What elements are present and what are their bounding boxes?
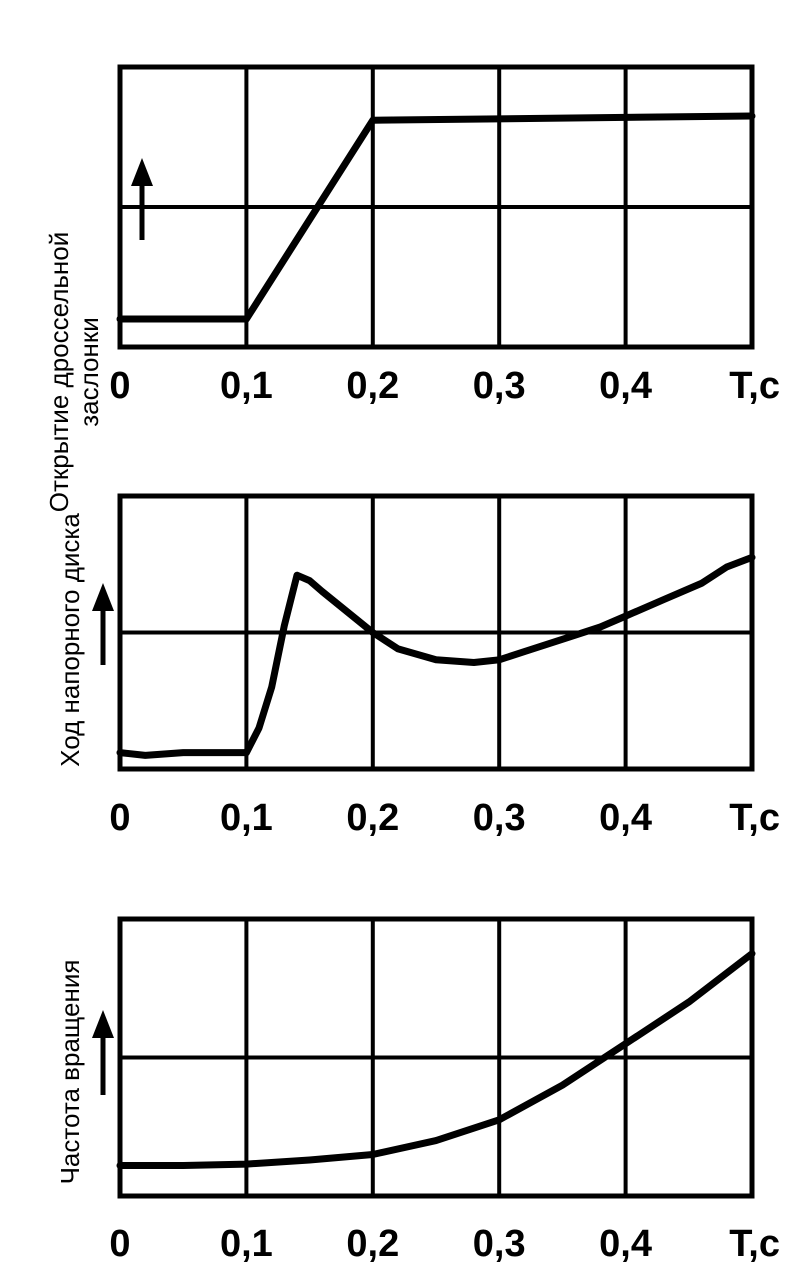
x-axis-label: T,с [729, 365, 780, 407]
plot-frame [117, 64, 755, 350]
x-tick-label: 0,1 [220, 797, 273, 839]
x-tick-label: 0,3 [473, 365, 526, 407]
x-tick-label: 0,4 [599, 365, 652, 407]
x-tick-label: 0 [109, 1223, 130, 1264]
x-tick-label: 0,2 [346, 365, 399, 407]
x-tick-label: 0,3 [473, 1223, 526, 1264]
plot-frame [117, 493, 755, 772]
x-axis-label: T,с [729, 797, 780, 839]
x-tick-label: 0 [109, 797, 130, 839]
x-tick-label: 0 [109, 365, 130, 407]
x-tick-label: 0,4 [599, 1223, 652, 1264]
y-axis-label: Ход напорного диска [55, 513, 85, 767]
series-line-1 [116, 950, 756, 1169]
x-tick-label: 0,1 [220, 365, 273, 407]
x-tick-label: 0,2 [346, 1223, 399, 1264]
x-tick-label: 0,2 [346, 797, 399, 839]
x-axis-label: T,с [729, 1223, 780, 1264]
plot-frame [117, 916, 755, 1199]
chart-panel-2: 0 0,1 0,2 0,3 0,4 T,с Ход напорного диска [55, 493, 780, 839]
up-arrow-head [92, 583, 114, 611]
series-line-1 [116, 553, 756, 759]
y-axis-label: Частота вращения [55, 960, 85, 1185]
x-tick-label: 0,3 [473, 797, 526, 839]
up-arrow-head [92, 1010, 114, 1038]
x-tick-label: 0,4 [599, 797, 652, 839]
chart-panel-3: 0 0,1 0,2 0,3 0,4 T,с Частота вращения [55, 916, 780, 1264]
y-axis-label: Открытие дроссельнойзаслонки [44, 232, 104, 513]
series-line-1 [116, 112, 756, 323]
x-tick-label: 0,1 [220, 1223, 273, 1264]
chart-panel-1: 0 0,1 0,2 0,3 0,4 T,с Открытие дроссельнойзасл… [44, 64, 780, 513]
up-arrow-head [131, 158, 153, 186]
